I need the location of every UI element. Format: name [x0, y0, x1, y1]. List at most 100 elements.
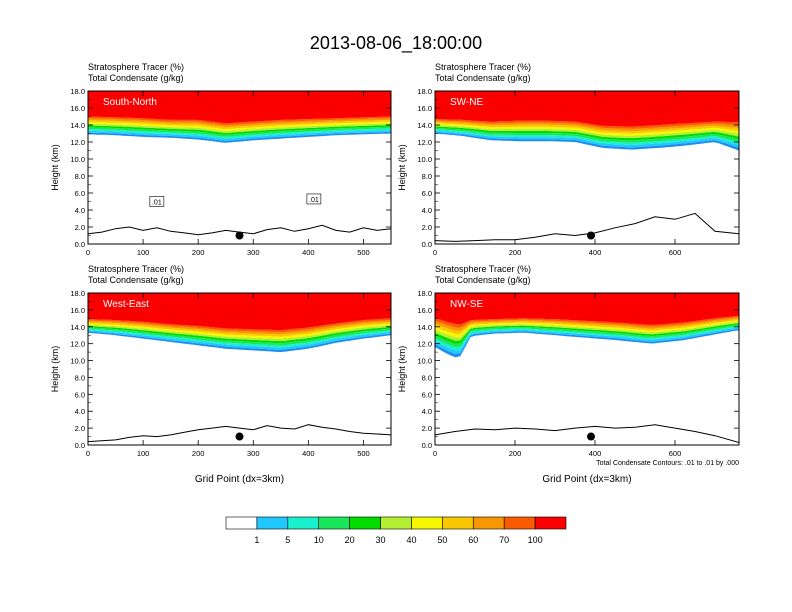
terrain-line	[435, 212, 739, 242]
figure-title: 2013-08-06_18:00:00	[310, 33, 482, 54]
y-tick-label: 8.0	[422, 373, 432, 382]
tracer-band-2	[88, 328, 391, 348]
y-tick-label: 6.0	[75, 189, 85, 198]
y-tick-label: 2.0	[422, 424, 432, 433]
x-tick-label: 200	[509, 449, 522, 458]
panel-title-line-1: Stratosphere Tracer (%)	[88, 264, 184, 274]
panel-label: SW-NE	[450, 97, 483, 108]
x-tick-label: 0	[86, 248, 90, 257]
y-tick-label: 12.0	[417, 138, 432, 147]
tracer-band-7	[435, 318, 739, 335]
tracer-band-9	[88, 116, 391, 126]
tracer-band-7	[435, 121, 739, 134]
contour-label: .01	[152, 200, 162, 207]
plot-body	[88, 293, 391, 443]
tracer-band-0	[88, 331, 391, 353]
y-tick-label: 18.0	[70, 289, 85, 298]
tracer-band-3	[88, 327, 391, 346]
y-tick-label: 8.0	[75, 172, 85, 181]
tracer-band-5	[88, 324, 391, 342]
terrain-line	[435, 424, 739, 443]
y-tick-label: 2.0	[75, 424, 85, 433]
tracer-band-1	[435, 130, 739, 148]
y-tick-label: 4.0	[75, 206, 85, 215]
x-tick-label: 0	[433, 449, 437, 458]
panel-label: NW-SE	[450, 299, 483, 310]
y-tick-label: 14.0	[417, 323, 432, 332]
colorbar-label: 5	[285, 535, 290, 545]
x-tick-label: 500	[357, 449, 370, 458]
tracer-band-7	[88, 119, 391, 129]
y-tick-label: 10.0	[70, 155, 85, 164]
x-tick-label: 400	[302, 449, 315, 458]
panels-group: .01 .01 South-North 0.0 2.0 4.0 6.0 8.0 10.0 12.0…	[50, 62, 740, 485]
colorbar-label: 10	[314, 535, 324, 545]
tracer-band-8	[88, 118, 391, 127]
tracer-band-max	[88, 293, 391, 331]
y-tick-label: 8.0	[422, 172, 432, 181]
y-tick-label: 0.0	[422, 441, 432, 450]
y-tick-label: 14.0	[417, 121, 432, 130]
y-tick-label: 2.0	[75, 223, 85, 232]
tracer-band-5	[88, 123, 391, 133]
y-axis-label: Height (km)	[397, 346, 407, 393]
colorbar-label: 1	[254, 535, 259, 545]
x-tick-label: 500	[357, 248, 370, 257]
y-tick-label: 10.0	[417, 357, 432, 366]
x-axis-label: Grid Point (dx=3km)	[542, 474, 631, 485]
x-tick-label: 300	[247, 449, 260, 458]
colorbar-label: 70	[499, 535, 509, 545]
location-marker	[235, 432, 244, 441]
y-tick-label: 12.0	[417, 340, 432, 349]
x-tick-label: 100	[137, 248, 150, 257]
y-tick-label: 6.0	[75, 390, 85, 399]
colorbar-box-3	[318, 516, 350, 530]
tracer-band-max	[435, 91, 739, 127]
colorbar-box-6	[411, 516, 443, 530]
tracer-band-6	[435, 320, 739, 338]
colorbar-box-5	[380, 516, 412, 530]
tracer-band-1	[88, 130, 391, 141]
tracer-band-4	[88, 125, 391, 135]
y-tick-label: 12.0	[70, 340, 85, 349]
tracer-band-8	[435, 317, 739, 331]
tracer-band-6	[435, 123, 739, 136]
y-axis-label: Height (km)	[50, 144, 60, 191]
tracer-band-max	[88, 91, 391, 124]
y-tick-label: 12.0	[70, 138, 85, 147]
colorbar-box-0	[225, 516, 258, 530]
tracer-band-5	[435, 124, 739, 139]
panel-title-line-1: Stratosphere Tracer (%)	[435, 62, 531, 72]
contour-label-box	[149, 196, 165, 207]
y-tick-label: 14.0	[70, 323, 85, 332]
y-tick-label: 16.0	[417, 104, 432, 113]
y-tick-label: 4.0	[422, 206, 432, 215]
x-tick-label: 600	[669, 248, 682, 257]
x-tick-label: 0	[86, 449, 90, 458]
x-tick-label: 200	[192, 248, 205, 257]
location-marker	[235, 231, 244, 240]
panel-title-line-2: Total Condensate (g/kg)	[88, 275, 184, 285]
plot-body	[435, 91, 739, 242]
x-tick-label: 300	[247, 248, 260, 257]
tracer-band-8	[88, 320, 391, 335]
colorbar-box-10	[534, 516, 567, 530]
y-tick-label: 10.0	[417, 155, 432, 164]
tracer-band-2	[88, 128, 391, 139]
panel-title-line-2: Total Condensate (g/kg)	[435, 275, 531, 285]
y-tick-label: 6.0	[422, 390, 432, 399]
colorbar: 1 5 10 20 30 40 50 60 70 100	[225, 516, 567, 545]
tracer-band-0	[435, 132, 739, 151]
colorbar-label: 30	[376, 535, 386, 545]
y-tick-label: 14.0	[70, 121, 85, 130]
tracer-band-4	[88, 325, 391, 344]
y-tick-label: 16.0	[70, 306, 85, 315]
plot-body	[435, 293, 739, 443]
colorbar-box-4	[349, 516, 381, 530]
panel-title-line-1: Stratosphere Tracer (%)	[435, 264, 531, 274]
plot-body: .01 .01	[88, 91, 391, 240]
contour-label: .01	[309, 197, 319, 204]
panel-title-line-1: Stratosphere Tracer (%)	[88, 62, 184, 72]
location-marker	[587, 231, 595, 240]
